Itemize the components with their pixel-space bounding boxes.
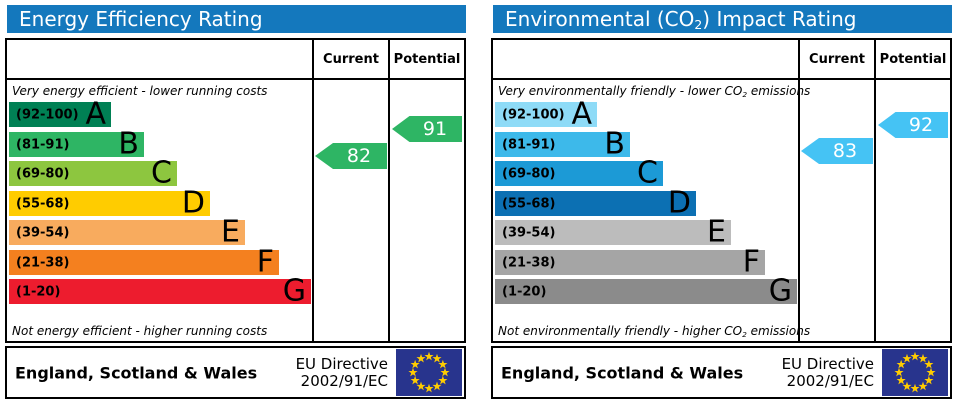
rating-band: (92-100) A (495, 95, 597, 131)
rating-band: (55-68) D (495, 184, 696, 220)
band-range-label: (55-68) (16, 196, 70, 211)
rating-band: (55-68) D (9, 184, 210, 220)
band-letter: F (256, 243, 274, 279)
scale-top-caption: Very environmentally friendly - lower CO… (498, 84, 811, 99)
potential-column-header: Potential (879, 51, 947, 67)
band-range-label: (69-80) (502, 166, 556, 181)
band-letter: D (181, 184, 205, 220)
rating-chart: Current Potential Very energy efficient … (5, 38, 466, 343)
potential-rating-arrow: 92 (878, 112, 948, 138)
environmental-impact-panel: Environmental (CO2) Impact Rating Curren… (491, 5, 952, 399)
rating-band: (21-38) F (9, 243, 279, 279)
rating-scale: (92-100) A (81-91) B (69-80) C (55-68) D… (493, 40, 950, 341)
current-column-header: Current (809, 51, 865, 67)
band-letter: C (637, 154, 658, 190)
panel-title-subscript: 2 (694, 17, 703, 33)
column-divider (312, 40, 314, 341)
band-letter: B (604, 125, 625, 161)
region-label: England, Scotland & Wales (15, 363, 258, 382)
rating-band: (39-54) E (495, 213, 731, 249)
panel-title: Environmental (CO2) Impact Rating (493, 5, 952, 33)
region-label: England, Scotland & Wales (501, 363, 744, 382)
scale-top-caption: Very energy efficient - lower running co… (12, 84, 268, 98)
energy-efficiency-panel: Energy Efficiency Rating Current Potenti… (5, 5, 466, 399)
rating-band: (69-80) C (495, 154, 663, 190)
band-range-label: (69-80) (16, 166, 70, 181)
column-divider (388, 40, 390, 341)
band-range-label: (81-91) (16, 137, 70, 152)
header-divider (493, 78, 950, 80)
rating-band: (81-91) B (495, 125, 630, 161)
band-range-label: (1-20) (502, 284, 547, 299)
rating-band: (81-91) B (9, 125, 144, 161)
band-letter: A (85, 95, 106, 131)
band-letter: E (221, 213, 240, 249)
band-range-label: (21-38) (16, 255, 70, 270)
eu-flag-icon (396, 349, 462, 396)
band-letter: G (768, 272, 792, 308)
scale-bottom-caption: Not energy efficient - higher running co… (12, 324, 268, 338)
rating-band: (69-80) C (9, 154, 177, 190)
potential-column-header: Potential (393, 51, 461, 67)
band-letter: D (667, 184, 691, 220)
column-divider (798, 40, 800, 341)
rating-band: (1-20) G (9, 272, 311, 308)
panel-title-text-post: ) Impact Rating (702, 7, 857, 31)
header-divider (7, 78, 464, 80)
rating-band: (1-20) G (495, 272, 797, 308)
eu-directive-label: EU Directive 2002/91/EC (781, 354, 874, 390)
panel-footer: England, Scotland & Wales EU Directive 20… (5, 346, 466, 399)
column-divider (874, 40, 876, 341)
panel-title: Energy Efficiency Rating (7, 5, 466, 33)
band-letter: C (151, 154, 172, 190)
band-letter: F (742, 243, 760, 279)
rating-band: (39-54) E (9, 213, 245, 249)
potential-rating-arrow: 91 (392, 116, 462, 142)
band-range-label: (21-38) (502, 255, 556, 270)
band-letter: A (571, 95, 592, 131)
rating-chart: Current Potential Very environmentally f… (491, 38, 952, 343)
panel-title-text: Energy Efficiency Rating (19, 7, 263, 31)
band-range-label: (92-100) (502, 107, 565, 122)
eu-flag-icon (882, 349, 948, 396)
band-range-label: (39-54) (16, 225, 70, 240)
band-range-label: (1-20) (16, 284, 61, 299)
scale-bottom-caption: Not environmentally friendly - higher CO… (498, 324, 811, 339)
rating-band: (92-100) A (9, 95, 111, 131)
band-range-label: (55-68) (502, 196, 556, 211)
rating-scale: (92-100) A (81-91) B (69-80) C (55-68) D… (7, 40, 464, 341)
band-range-label: (92-100) (16, 107, 79, 122)
band-letter: B (118, 125, 139, 161)
eu-directive-label: EU Directive 2002/91/EC (295, 354, 388, 390)
band-letter: G (282, 272, 306, 308)
panel-title-text: Environmental (CO (505, 7, 695, 31)
band-range-label: (39-54) (502, 225, 556, 240)
current-column-header: Current (323, 51, 379, 67)
band-letter: E (707, 213, 726, 249)
panel-footer: England, Scotland & Wales EU Directive 20… (491, 346, 952, 399)
band-range-label: (81-91) (502, 137, 556, 152)
rating-band: (21-38) F (495, 243, 765, 279)
